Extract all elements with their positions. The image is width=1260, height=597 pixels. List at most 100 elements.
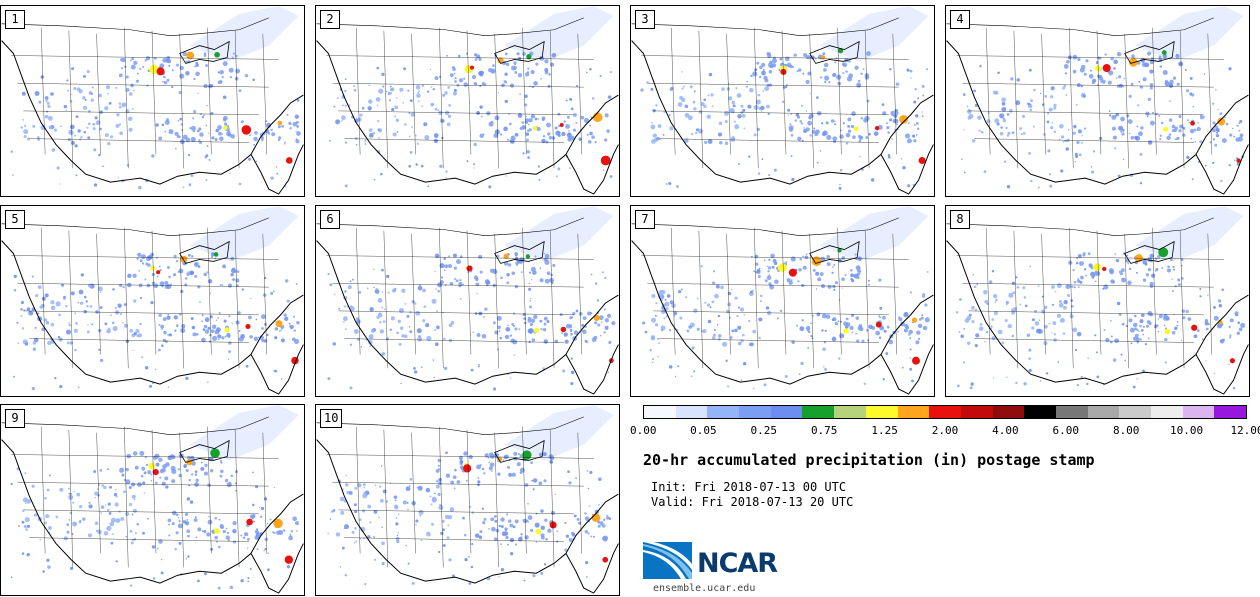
precip-cell (1083, 127, 1087, 130)
precip-cell (255, 318, 258, 321)
stamp-panel-1[interactable]: 1 (0, 5, 305, 197)
precip-cell (257, 336, 260, 338)
precip-core (560, 326, 567, 333)
precip-cell (570, 316, 574, 319)
precip-cell (691, 133, 694, 136)
precip-cell (158, 323, 161, 326)
precip-cell (200, 461, 203, 464)
precip-cell (122, 321, 124, 324)
precip-cell (479, 84, 482, 88)
precip-cell (1144, 343, 1148, 346)
precip-cell (422, 288, 427, 293)
precip-cell (479, 270, 483, 274)
precip-cell (886, 126, 890, 130)
precip-cell (130, 541, 134, 545)
precip-cell (887, 153, 891, 157)
state-line (338, 110, 574, 116)
precip-cell (514, 327, 518, 331)
precip-cell (806, 328, 810, 332)
precip-cell (542, 328, 547, 332)
precip-cell (1236, 331, 1241, 335)
precip-cell (215, 128, 219, 133)
precip-cell (329, 518, 332, 520)
precip-cell (82, 105, 88, 110)
precip-cell (799, 326, 805, 332)
precip-cell (768, 274, 771, 277)
precip-cell (120, 67, 123, 70)
precip-cell (586, 133, 589, 136)
precip-cell (288, 121, 292, 126)
precip-cell (71, 93, 73, 95)
precip-cell (210, 469, 214, 473)
stamp-panel-5[interactable]: 5 (0, 205, 305, 397)
precip-cell (103, 531, 109, 536)
precip-cell (888, 118, 893, 122)
precip-cell (823, 68, 827, 72)
precip-cell (181, 323, 186, 329)
precip-cell (187, 153, 191, 156)
precip-cell (811, 337, 814, 340)
precip-cell (185, 60, 188, 63)
precip-cell (771, 58, 777, 64)
precip-cell (92, 127, 96, 131)
precip-cell (750, 255, 753, 258)
precip-cell (682, 85, 685, 88)
precip-cell (1065, 284, 1071, 290)
precip-cell (531, 338, 536, 342)
precip-cell (756, 127, 760, 131)
precip-cell (1043, 341, 1048, 346)
precip-cell (125, 87, 130, 93)
precip-cell (756, 61, 760, 65)
precip-cell (766, 83, 771, 87)
stamp-panel-4[interactable]: 4 (945, 5, 1250, 197)
precip-cell (591, 97, 595, 100)
precip-cell (726, 309, 730, 314)
precip-cell (441, 519, 445, 523)
precip-cell (594, 321, 598, 325)
precip-cell (48, 474, 51, 477)
precip-cell (583, 117, 589, 123)
colorbar-swatch-13 (1055, 406, 1088, 418)
precip-cell (171, 510, 177, 516)
precip-cell (841, 277, 845, 281)
precip-cell (674, 375, 677, 378)
precip-cell (1115, 77, 1118, 79)
precip-cell (1154, 269, 1157, 272)
precip-cell (501, 531, 507, 537)
precip-cell (543, 322, 547, 326)
precip-cell (471, 511, 474, 514)
precip-cell (261, 327, 264, 330)
precip-cell (809, 134, 812, 137)
precip-cell (1142, 333, 1145, 336)
stamp-panel-3[interactable]: 3 (630, 5, 935, 197)
precip-cell (548, 136, 553, 140)
precip-cell (136, 257, 139, 261)
precip-cell (511, 323, 515, 326)
precip-cell (504, 335, 507, 338)
precip-cell (232, 52, 236, 55)
precip-cell (1023, 382, 1027, 386)
precip-cell (457, 54, 461, 58)
precip-cell (132, 107, 134, 110)
precip-cell (153, 56, 157, 60)
precip-cell (179, 313, 182, 316)
precip-cell (773, 168, 777, 172)
state-line (124, 27, 129, 169)
precip-cell (791, 340, 795, 344)
precip-cell (761, 62, 766, 67)
stamp-panel-10[interactable]: 10 (315, 404, 620, 596)
stamp-panel-9[interactable]: 9 (0, 404, 305, 596)
precip-cell (455, 279, 459, 283)
stamp-panel-7[interactable]: 7 (630, 205, 935, 397)
stamp-panel-2[interactable]: 2 (315, 5, 620, 197)
precip-cell (515, 254, 518, 257)
precip-cell (1149, 60, 1154, 65)
stamp-panel-6[interactable]: 6 (315, 205, 620, 397)
precip-cell (209, 315, 213, 319)
stamp-panel-8[interactable]: 8 (945, 205, 1250, 397)
precip-cell (1221, 288, 1224, 291)
precip-cell (163, 330, 167, 335)
precip-cell (1157, 318, 1160, 320)
precip-cell (136, 334, 139, 338)
precip-cell (1203, 73, 1206, 75)
